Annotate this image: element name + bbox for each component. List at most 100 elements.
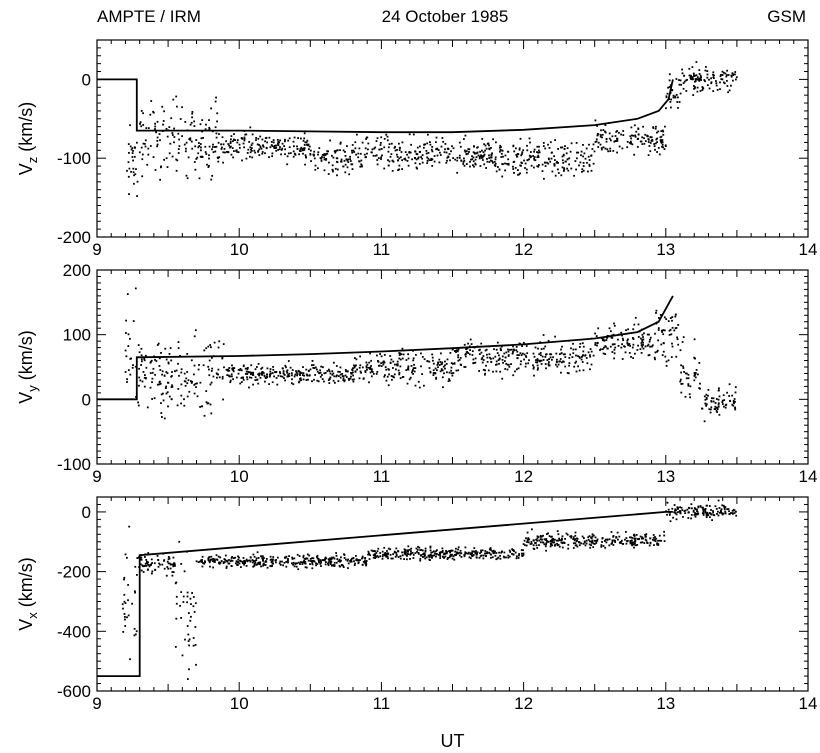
- data-point: [269, 565, 272, 567]
- data-point: [288, 372, 291, 375]
- data-point: [613, 357, 615, 360]
- data-point: [160, 412, 163, 414]
- data-point: [709, 411, 712, 414]
- data-point: [482, 355, 485, 357]
- data-point: [528, 137, 531, 140]
- data-point: [608, 327, 611, 330]
- data-point: [341, 375, 344, 377]
- data-point: [601, 136, 603, 139]
- data-point: [258, 154, 261, 156]
- data-point: [210, 178, 213, 181]
- data-point: [480, 154, 482, 157]
- data-point: [296, 148, 299, 150]
- data-point: [692, 509, 695, 512]
- data-point: [521, 555, 524, 557]
- data-point: [561, 537, 563, 540]
- data-point: [731, 509, 734, 512]
- data-point: [460, 552, 463, 555]
- data-point: [458, 141, 461, 144]
- data-point: [476, 151, 479, 154]
- data-point: [190, 380, 192, 382]
- data-point: [505, 556, 507, 559]
- data-point: [227, 143, 230, 145]
- data-point: [328, 368, 330, 371]
- data-point: [323, 154, 325, 156]
- data-point: [639, 541, 642, 544]
- data-point: [715, 507, 718, 510]
- data-point: [589, 348, 592, 350]
- data-point: [616, 130, 618, 132]
- data-point: [289, 366, 292, 369]
- data-point: [318, 561, 321, 564]
- data-point: [164, 347, 167, 350]
- data-point: [420, 156, 422, 158]
- data-point: [182, 595, 185, 598]
- data-point: [644, 133, 647, 136]
- data-point: [724, 404, 727, 407]
- data-point: [656, 151, 658, 153]
- data-point: [311, 563, 314, 566]
- data-point: [194, 329, 197, 332]
- data-point: [275, 377, 278, 379]
- data-point: [472, 164, 474, 167]
- data-point: [246, 376, 248, 379]
- data-point: [448, 379, 451, 382]
- data-point: [594, 344, 597, 346]
- data-point: [694, 376, 697, 379]
- data-point: [183, 570, 186, 573]
- data-point: [144, 139, 147, 142]
- data-point: [418, 546, 421, 549]
- data-point: [540, 359, 543, 362]
- data-point: [257, 150, 259, 153]
- data-point: [702, 514, 705, 516]
- data-point: [680, 383, 683, 385]
- data-point: [256, 551, 259, 554]
- data-point: [471, 552, 473, 554]
- data-point: [660, 135, 663, 138]
- data-point: [404, 551, 407, 554]
- data-point: [666, 513, 668, 516]
- data-point: [215, 136, 218, 139]
- data-point: [392, 367, 394, 369]
- data-point: [329, 557, 332, 560]
- data-point: [175, 369, 178, 372]
- data-point: [288, 375, 291, 377]
- data-point: [549, 545, 552, 548]
- data-point: [233, 133, 235, 135]
- data-point: [129, 337, 131, 340]
- data-point: [292, 563, 294, 566]
- data-point: [160, 165, 162, 168]
- data-point: [255, 557, 258, 560]
- data-point: [156, 383, 159, 386]
- data-point: [458, 551, 461, 554]
- data-point: [711, 519, 713, 521]
- y-axis-label-top: Vz (km/s): [16, 102, 40, 176]
- data-point: [325, 159, 327, 161]
- data-point: [489, 549, 492, 551]
- data-point: [596, 539, 599, 542]
- data-point: [455, 547, 457, 550]
- data-point: [352, 371, 354, 374]
- data-point: [266, 373, 268, 376]
- data-point: [656, 349, 659, 352]
- data-point: [516, 354, 519, 356]
- data-point: [620, 133, 622, 136]
- data-point: [532, 544, 535, 547]
- data-point: [633, 546, 635, 549]
- data-point: [237, 369, 240, 371]
- data-point: [375, 552, 378, 554]
- data-point: [187, 633, 190, 636]
- data-point: [471, 158, 474, 161]
- data-point: [490, 357, 492, 360]
- data-point: [154, 122, 156, 125]
- data-point: [523, 358, 525, 361]
- data-point: [663, 540, 666, 542]
- data-point: [224, 554, 227, 557]
- data-point: [304, 562, 307, 565]
- data-point: [597, 327, 600, 330]
- data-point: [171, 385, 174, 388]
- data-point: [255, 139, 257, 141]
- data-point: [359, 364, 362, 367]
- y-tick-label: 0: [82, 503, 91, 522]
- data-point: [325, 561, 327, 563]
